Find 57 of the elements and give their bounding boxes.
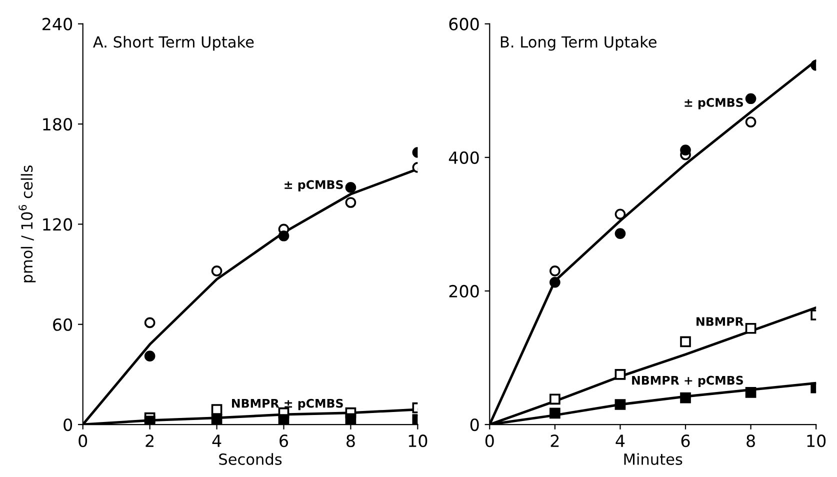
point [144, 350, 156, 362]
series-label: NBMPR ± pCMBS [232, 398, 343, 410]
point [614, 369, 626, 380]
x-tick-label: 2 [146, 434, 154, 447]
y-tick-label: 600 [449, 18, 479, 30]
series-label: ± pCMBS [684, 98, 743, 110]
x-tick-label: 4 [616, 434, 625, 447]
y-tick-label: 60 [53, 318, 72, 331]
x-tick-label: 0 [78, 434, 88, 448]
point [745, 387, 756, 398]
point [278, 230, 290, 242]
x-tick-label: 6 [681, 434, 690, 448]
point [550, 266, 560, 276]
point [745, 93, 756, 104]
x-tick-label: 2 [550, 434, 559, 447]
series-label: NBMPR [696, 317, 744, 326]
point [680, 392, 691, 404]
x-tick-label: 10 [408, 434, 428, 448]
x-tick-label: 8 [346, 434, 355, 448]
point [680, 336, 691, 348]
point [614, 399, 626, 410]
point [211, 266, 222, 276]
series-label: NBMPR + pCMBS [632, 376, 743, 388]
point [550, 394, 560, 405]
point [211, 404, 222, 415]
x-tick-label: 8 [746, 434, 755, 448]
x-tick-label: 10 [807, 434, 826, 448]
y-tick-label: 0 [470, 418, 479, 432]
point [144, 416, 156, 425]
point [278, 414, 290, 425]
x-tick-label: 6 [280, 434, 288, 448]
point [345, 182, 356, 193]
point [144, 317, 156, 328]
point [211, 414, 222, 425]
point [680, 144, 691, 156]
x-tick-label: 4 [212, 434, 222, 447]
point [550, 276, 560, 288]
x-axis-title: Minutes [624, 453, 682, 465]
y-tick-label: 120 [43, 218, 72, 231]
y-tick-label: 180 [43, 118, 72, 131]
text: A. Short Term Uptake [93, 36, 254, 51]
y-tick-label: 200 [449, 284, 479, 298]
text: B. Long Term Uptake [500, 36, 656, 51]
point [614, 208, 626, 220]
y-tick-label: 240 [42, 18, 72, 30]
y-axis-title: pmol / 10$^{6}$ cells [18, 166, 36, 282]
series-label: ± pCMBS [284, 180, 343, 192]
x-axis-title: Seconds [219, 453, 282, 465]
point [614, 228, 626, 239]
x-tick-label: 0 [485, 434, 494, 448]
point [345, 413, 356, 424]
point [550, 408, 560, 419]
y-tick-label: 0 [64, 418, 72, 432]
point [745, 322, 756, 334]
point [745, 116, 756, 128]
point [345, 197, 356, 208]
y-tick-label: 400 [448, 151, 479, 164]
